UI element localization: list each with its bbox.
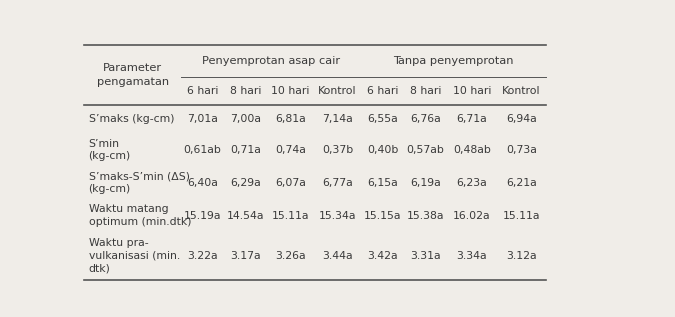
Text: 3.26a: 3.26a xyxy=(275,251,306,261)
Text: 7,14a: 7,14a xyxy=(322,114,353,124)
Text: 0,61ab: 0,61ab xyxy=(184,145,221,155)
Text: 3.17a: 3.17a xyxy=(230,251,261,261)
Text: 7,00a: 7,00a xyxy=(230,114,261,124)
Text: 15.19a: 15.19a xyxy=(184,210,221,221)
Text: 6,81a: 6,81a xyxy=(275,114,306,124)
Text: Kontrol: Kontrol xyxy=(502,86,541,96)
Text: 0,74a: 0,74a xyxy=(275,145,306,155)
Text: 6 hari: 6 hari xyxy=(367,86,398,96)
Text: S’maks (kg-cm): S’maks (kg-cm) xyxy=(88,114,174,124)
Text: Tanpa penyemprotan: Tanpa penyemprotan xyxy=(394,56,514,66)
Text: 10 hari: 10 hari xyxy=(271,86,310,96)
Text: 6,15a: 6,15a xyxy=(367,178,398,188)
Text: 0,48ab: 0,48ab xyxy=(453,145,491,155)
Text: 10 hari: 10 hari xyxy=(452,86,491,96)
Text: 6,77a: 6,77a xyxy=(322,178,353,188)
Text: 8 hari: 8 hari xyxy=(410,86,441,96)
Text: 6,40a: 6,40a xyxy=(187,178,218,188)
Text: 6,19a: 6,19a xyxy=(410,178,441,188)
Text: 6,29a: 6,29a xyxy=(230,178,261,188)
Text: 6,94a: 6,94a xyxy=(506,114,537,124)
Text: 16.02a: 16.02a xyxy=(453,210,491,221)
Text: 7,01a: 7,01a xyxy=(187,114,218,124)
Text: 6 hari: 6 hari xyxy=(187,86,218,96)
Text: 3.42a: 3.42a xyxy=(367,251,398,261)
Text: 8 hari: 8 hari xyxy=(230,86,261,96)
Text: Parameter
pengamatan: Parameter pengamatan xyxy=(97,63,169,87)
Text: 6,76a: 6,76a xyxy=(410,114,441,124)
Text: 6,07a: 6,07a xyxy=(275,178,306,188)
Text: 15.15a: 15.15a xyxy=(364,210,402,221)
Text: 15.11a: 15.11a xyxy=(503,210,540,221)
Text: Penyemprotan asap cair: Penyemprotan asap cair xyxy=(202,56,340,66)
Text: 15.38a: 15.38a xyxy=(407,210,444,221)
Text: 3.31a: 3.31a xyxy=(410,251,441,261)
Text: 0,40b: 0,40b xyxy=(367,145,398,155)
Text: 0,73a: 0,73a xyxy=(506,145,537,155)
Text: 15.11a: 15.11a xyxy=(272,210,309,221)
Text: 0,57ab: 0,57ab xyxy=(406,145,444,155)
Text: 6,55a: 6,55a xyxy=(367,114,398,124)
Text: 3.12a: 3.12a xyxy=(506,251,537,261)
Text: Waktu matang
optimum (min.dtk): Waktu matang optimum (min.dtk) xyxy=(88,204,191,227)
Text: S’maks-S’min (ΔS)
(kg-cm): S’maks-S’min (ΔS) (kg-cm) xyxy=(88,171,190,194)
Text: 3.44a: 3.44a xyxy=(322,251,353,261)
Text: 6,23a: 6,23a xyxy=(456,178,487,188)
Text: 3.34a: 3.34a xyxy=(456,251,487,261)
Text: 0,71a: 0,71a xyxy=(230,145,261,155)
Text: S’min
(kg-cm): S’min (kg-cm) xyxy=(88,139,131,161)
Text: 14.54a: 14.54a xyxy=(227,210,264,221)
Text: 15.34a: 15.34a xyxy=(319,210,356,221)
Text: Waktu pra-
vulkanisasi (min.
dtk): Waktu pra- vulkanisasi (min. dtk) xyxy=(88,238,180,273)
Text: 3.22a: 3.22a xyxy=(187,251,218,261)
Text: Kontrol: Kontrol xyxy=(319,86,357,96)
Text: 0,37b: 0,37b xyxy=(322,145,353,155)
Text: 6,21a: 6,21a xyxy=(506,178,537,188)
Text: 6,71a: 6,71a xyxy=(456,114,487,124)
